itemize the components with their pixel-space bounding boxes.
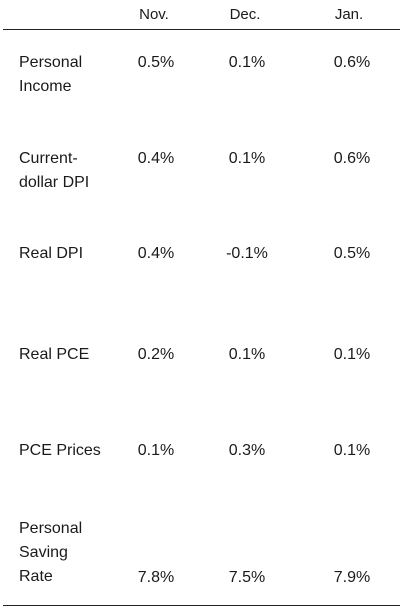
cell-personal-saving-rate-jan: 7.9% xyxy=(333,569,371,586)
row-label-real-pce: Real PCE xyxy=(19,346,90,363)
row-label-current-dollar-dpi: Current- dollar DPI xyxy=(19,150,90,191)
cell-personal-income-jan: 0.6% xyxy=(333,54,371,71)
cell-current-dollar-dpi-nov: 0.4% xyxy=(137,150,175,167)
cell-real-dpi-nov: 0.4% xyxy=(137,245,175,262)
cell-personal-saving-rate-dec: 7.5% xyxy=(228,569,266,586)
top-rule xyxy=(3,29,400,30)
cell-real-pce-jan: 0.1% xyxy=(333,346,371,363)
cell-personal-saving-rate-nov: 7.8% xyxy=(137,569,175,586)
cell-real-dpi-jan: 0.5% xyxy=(333,245,371,262)
cell-pce-prices-jan: 0.1% xyxy=(333,442,371,459)
cell-real-pce-nov: 0.2% xyxy=(137,346,175,363)
cell-real-pce-dec: 0.1% xyxy=(228,346,266,363)
bottom-rule xyxy=(3,605,400,606)
cell-current-dollar-dpi-dec: 0.1% xyxy=(228,150,266,167)
column-header-nov: Nov. xyxy=(139,6,169,23)
column-header-dec: Dec. xyxy=(229,6,261,23)
cell-personal-income-dec: 0.1% xyxy=(228,54,266,71)
cell-pce-prices-dec: 0.3% xyxy=(228,442,266,459)
row-label-personal-saving-rate: Personal Saving Rate xyxy=(19,520,83,585)
column-header-jan: Jan. xyxy=(334,6,364,23)
row-label-personal-income: Personal Income xyxy=(19,54,83,95)
cell-pce-prices-nov: 0.1% xyxy=(137,442,175,459)
cell-current-dollar-dpi-jan: 0.6% xyxy=(333,150,371,167)
row-label-real-dpi: Real DPI xyxy=(19,245,84,262)
row-label-pce-prices: PCE Prices xyxy=(19,442,101,459)
cell-personal-income-nov: 0.5% xyxy=(137,54,175,71)
cell-real-dpi-dec: -0.1% xyxy=(226,245,268,262)
